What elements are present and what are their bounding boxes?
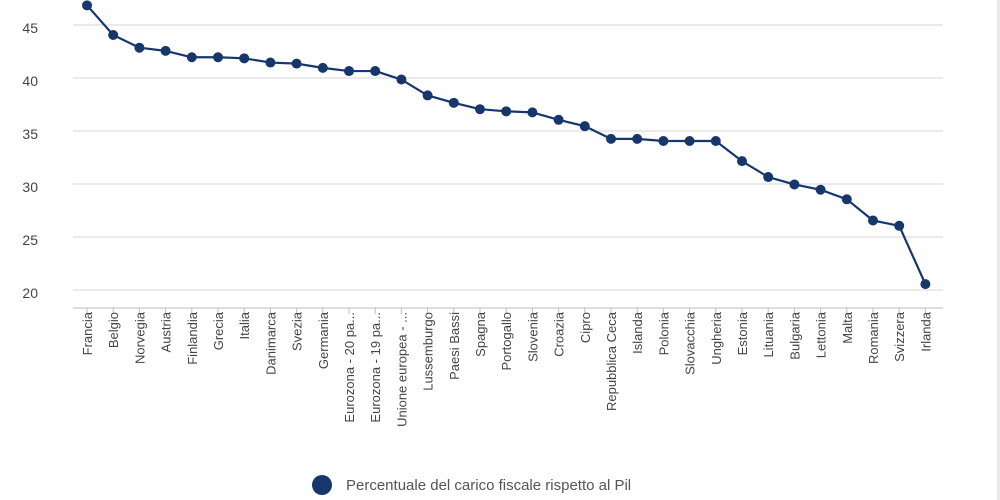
data-point[interactable] [396, 74, 407, 85]
series-line-path [86, 4, 927, 285]
x-tick-label: Unione europea - ... [394, 312, 409, 427]
y-axis-tick-labels: 20 25 30 35 40 45 [22, 20, 38, 301]
x-tick-label: Grecia [211, 311, 226, 350]
legend-marker [312, 475, 332, 495]
data-point[interactable] [160, 45, 171, 56]
x-tick-label: Spagna [473, 311, 488, 357]
data-point[interactable] [632, 133, 643, 144]
page-edge [997, 0, 1000, 500]
data-point[interactable] [684, 136, 695, 146]
x-tick-label: Islanda [630, 311, 645, 354]
data-point[interactable] [868, 215, 878, 226]
y-tick-label: 25 [22, 232, 38, 248]
data-point[interactable] [370, 66, 381, 77]
gridlines [73, 24, 943, 309]
x-tick-label: Francia [80, 311, 95, 355]
x-tick-label: Estonia [735, 311, 750, 355]
data-point[interactable] [501, 106, 512, 117]
data-point[interactable] [82, 0, 92, 11]
x-tick-label: Paesi Bassi [447, 312, 462, 380]
data-point[interactable] [265, 57, 276, 68]
data-points [82, 0, 931, 290]
x-tick-label: Italia [237, 311, 252, 339]
data-point[interactable] [789, 179, 800, 190]
y-tick-label: 40 [22, 73, 38, 89]
y-tick-label: 20 [22, 285, 38, 301]
x-tick-label: Croazia [552, 311, 567, 357]
data-point[interactable] [815, 184, 826, 195]
data-point[interactable] [344, 66, 354, 77]
data-point[interactable] [422, 90, 433, 101]
x-tick-label: Danimarca [263, 311, 278, 375]
x-axis-tick-labels: Francia Belgio Norvegia Austria Finlandia Gre… [80, 308, 933, 427]
data-point[interactable] [737, 156, 747, 167]
series-line [86, 4, 927, 285]
x-tick-label: Malta [840, 311, 855, 344]
data-point[interactable] [606, 133, 616, 144]
x-tick-label: Romania [866, 311, 881, 364]
x-tick-label: Lussemburgo [421, 312, 436, 391]
y-tick-label: 45 [22, 20, 38, 36]
data-point[interactable] [448, 97, 459, 108]
data-point[interactable] [658, 136, 669, 146]
x-tick-label: Eurozona - 20 pa... [342, 312, 357, 423]
data-point[interactable] [213, 52, 223, 63]
x-tick-label: Slovenia [525, 311, 540, 362]
x-tick-label: Lituania [761, 311, 776, 357]
data-point[interactable] [841, 194, 852, 205]
y-tick-label: 30 [22, 179, 38, 195]
data-point[interactable] [710, 136, 721, 146]
legend-label: Percentuale del carico fiscale rispetto … [346, 476, 632, 494]
legend: Percentuale del carico fiscale rispetto … [312, 472, 631, 498]
x-tick-label: Svizzera [892, 311, 907, 362]
x-tick-label: Finlandia [185, 311, 200, 365]
x-tick-label: Repubblica Ceca [604, 311, 619, 411]
data-point[interactable] [475, 104, 485, 115]
data-point[interactable] [553, 114, 564, 125]
x-tick-label: Irlanda [918, 311, 933, 352]
x-tick-label: Slovacchia [683, 311, 698, 375]
x-tick-label: Bulgaria [787, 311, 802, 359]
x-tick-label: Lettonia [814, 311, 829, 358]
x-tick-label: Germania [316, 311, 331, 369]
y-tick-label: 35 [22, 126, 38, 142]
data-point[interactable] [920, 279, 931, 290]
x-tick-label: Norvegia [132, 311, 147, 364]
x-tick-label: Eurozona - 19 pa... [368, 312, 383, 423]
data-point[interactable] [527, 107, 538, 118]
x-tick-label: Svezia [290, 311, 305, 351]
x-tick-label: Polonia [656, 311, 671, 355]
x-tick-label: Belgio [106, 312, 121, 348]
data-point[interactable] [763, 172, 774, 183]
data-point[interactable] [579, 121, 590, 132]
x-tick-label: Austria [159, 311, 174, 352]
x-tick-label: Ungheria [709, 311, 724, 365]
data-point[interactable] [317, 62, 328, 73]
data-point[interactable] [894, 220, 905, 231]
data-point[interactable] [134, 42, 145, 53]
x-tick-label: Portogallo [499, 312, 514, 371]
data-point[interactable] [291, 58, 302, 69]
data-point[interactable] [108, 30, 119, 40]
line-chart: 20 25 30 35 40 45 Francia Belgio Norvegia Austri… [22, 0, 943, 427]
x-tick-label: Cipro [578, 312, 593, 343]
data-point[interactable] [186, 52, 197, 63]
data-point[interactable] [239, 53, 250, 64]
